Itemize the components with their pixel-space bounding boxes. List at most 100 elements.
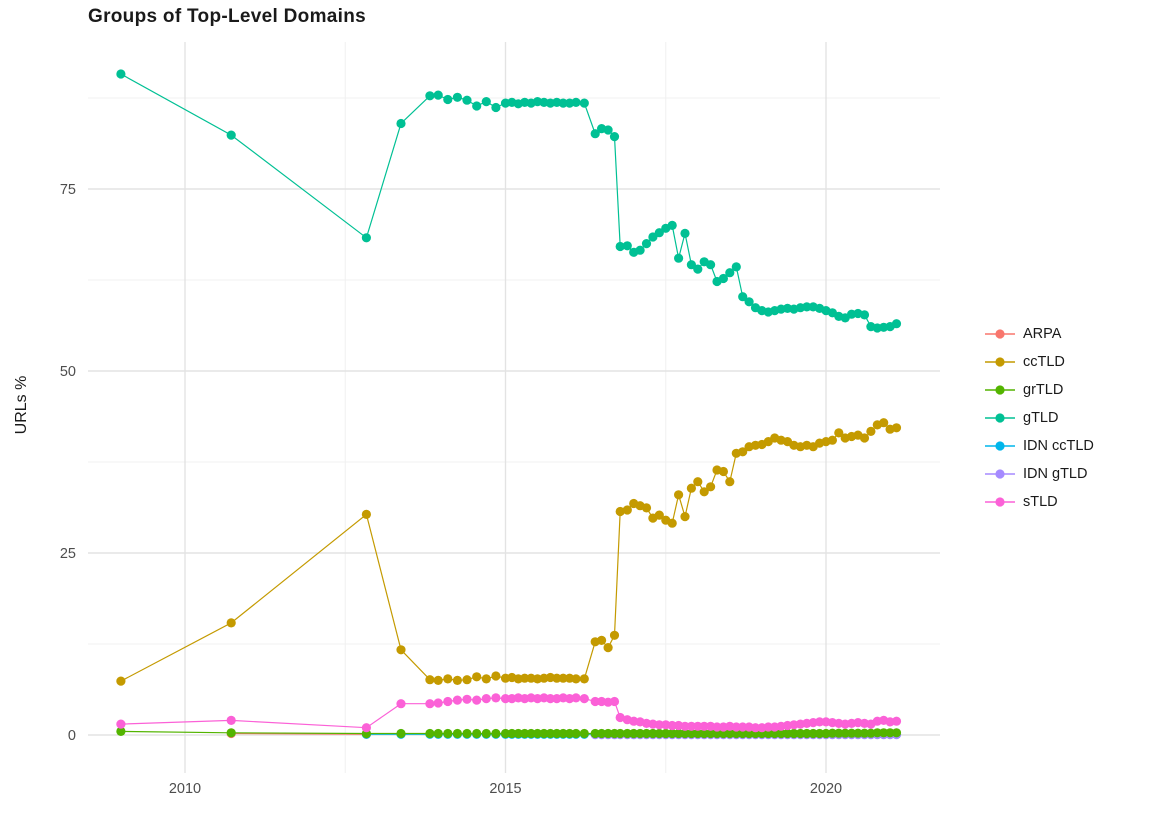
series-point-grtld <box>462 728 472 739</box>
series-point-gtld <box>609 132 620 142</box>
series-point-cctld <box>452 675 462 686</box>
y-tick-label: 0 <box>68 728 76 744</box>
series-point-cctld <box>834 428 844 438</box>
legend-item-idn-cctld: IDN ccTLD <box>983 432 1094 460</box>
series-point-gtld <box>635 245 645 255</box>
series-point-gtld <box>744 297 754 307</box>
legend-item-grtld: grTLD <box>983 376 1094 404</box>
series-point-grtld <box>539 728 549 739</box>
series-point-grtld <box>731 728 741 739</box>
series-point-grtld <box>558 728 568 739</box>
legend-key-icon <box>985 497 1015 507</box>
series-point-stld <box>571 693 581 703</box>
series-point-gtld <box>396 118 406 129</box>
series-point-cctld <box>603 643 613 653</box>
series-point-grtld <box>597 728 607 739</box>
series-point-gtld <box>452 92 462 102</box>
series-point-grtld <box>545 728 556 739</box>
series-point-cctld <box>116 676 126 686</box>
series-point-cctld <box>693 477 703 487</box>
series-point-cctld <box>725 477 735 487</box>
x-tick-label: 2010 <box>169 781 201 797</box>
series-point-grtld <box>686 728 697 739</box>
legend-key-icon <box>985 469 1015 479</box>
series-point-stld <box>712 722 722 732</box>
series-point-grtld <box>500 728 511 739</box>
series-point-grtld <box>815 728 825 739</box>
series-point-stld <box>443 696 453 707</box>
series-point-gtld <box>491 102 501 113</box>
series-point-cctld <box>827 435 838 445</box>
series-point-cctld <box>520 673 530 683</box>
series-point-grtld <box>744 728 754 739</box>
series-point-grtld <box>872 728 882 738</box>
legend-item-idn-gtld: IDN gTLD <box>983 460 1094 488</box>
series-point-grtld <box>452 728 462 739</box>
series-point-gtld <box>706 260 716 270</box>
chart-title: Groups of Top-Level Domains <box>88 6 366 27</box>
series-point-cctld <box>472 672 482 682</box>
series-point-stld <box>693 721 703 731</box>
series-point-gtld <box>443 94 453 105</box>
series-point-stld <box>433 698 443 708</box>
series-point-stld <box>425 699 435 709</box>
series-point-gtld <box>693 264 703 274</box>
series-point-cctld <box>718 466 729 477</box>
series-point-grtld <box>590 728 600 739</box>
series-point-grtld <box>648 728 658 739</box>
series-point-gtld <box>738 292 748 302</box>
series-point-cctld <box>866 426 876 436</box>
series-point-cctld <box>443 674 453 684</box>
series-point-gtld <box>667 220 677 230</box>
series-point-grtld <box>718 728 729 739</box>
series-point-cctld <box>674 490 684 500</box>
series-point-grtld <box>776 728 786 739</box>
series-point-gtld <box>425 91 435 101</box>
series-point-grtld <box>565 728 575 739</box>
series-line-gtld <box>120 73 897 329</box>
series-point-grtld <box>789 728 799 739</box>
series-point-stld <box>361 723 371 733</box>
series-point-stld <box>731 722 741 732</box>
legend-key-icon <box>985 441 1015 451</box>
series-point-grtld <box>661 728 671 739</box>
x-tick-label: 2015 <box>489 781 521 797</box>
legend-label: sTLD <box>1023 494 1058 510</box>
series-point-grtld <box>396 728 406 739</box>
series-point-gtld <box>802 302 812 312</box>
series-point-grtld <box>782 728 793 739</box>
series-point-stld <box>481 694 491 704</box>
series-point-stld <box>615 712 625 723</box>
series-point-grtld <box>433 728 443 739</box>
series-point-stld <box>680 721 690 731</box>
series-point-grtld <box>443 728 453 739</box>
series-point-cctld <box>361 509 371 519</box>
series-point-gtld <box>472 101 482 111</box>
series-point-grtld <box>641 728 652 739</box>
series-point-grtld <box>879 728 889 738</box>
series-point-cctld <box>622 505 632 515</box>
series-point-grtld <box>622 728 632 739</box>
series-point-grtld <box>706 728 716 739</box>
series-point-gtld <box>558 98 568 108</box>
series-point-grtld <box>226 728 236 738</box>
legend-label: gTLD <box>1023 410 1059 426</box>
series-point-grtld <box>532 728 543 739</box>
series-point-grtld <box>491 728 501 739</box>
legend-key-icon <box>985 357 1015 367</box>
series-point-stld <box>226 715 236 726</box>
series-point-gtld <box>859 310 870 320</box>
series-point-grtld <box>891 728 902 738</box>
series-point-cctld <box>738 447 748 457</box>
series-point-grtld <box>738 728 748 739</box>
series-point-grtld <box>654 728 664 739</box>
series-point-gtld <box>680 228 690 238</box>
series-point-grtld <box>603 728 613 739</box>
series-point-grtld <box>116 726 126 737</box>
series-point-gtld <box>731 262 741 272</box>
series-point-gtld <box>116 69 126 79</box>
series-point-stld <box>116 719 126 729</box>
series-point-grtld <box>552 728 562 739</box>
y-tick-label: 75 <box>60 182 76 198</box>
legend-key-icon <box>985 329 1015 339</box>
